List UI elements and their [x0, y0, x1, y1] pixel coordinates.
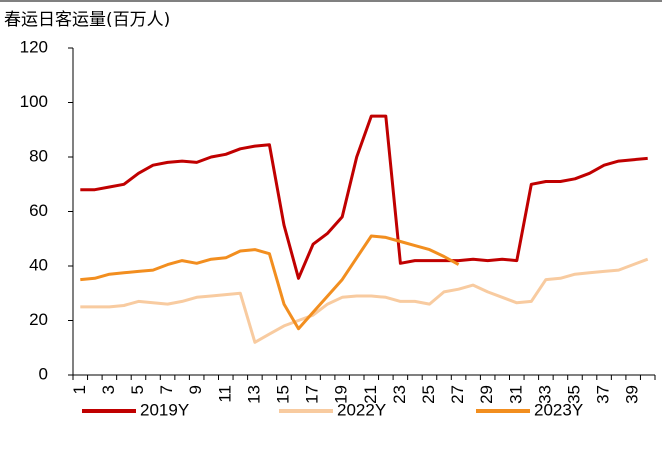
y-tick-label: 0 [39, 364, 48, 383]
y-tick-label: 120 [20, 37, 48, 56]
x-tick-label: 13 [244, 385, 263, 404]
x-tick-label: 5 [128, 385, 147, 394]
series-line [80, 257, 649, 344]
x-tick-label: 25 [419, 385, 438, 404]
x-tick-label: 35 [564, 385, 583, 404]
x-tick-label: 23 [390, 385, 409, 404]
series-line [80, 234, 460, 331]
x-tick-label: 11 [215, 385, 234, 403]
x-tick-label: 39 [623, 385, 642, 404]
x-tick-label: 9 [186, 385, 205, 394]
x-tick-label: 7 [157, 385, 176, 394]
y-tick-label: 40 [29, 255, 48, 274]
x-tick-label: 17 [303, 385, 322, 404]
y-tick-label: 80 [29, 146, 48, 165]
x-tick-label: 21 [361, 385, 380, 404]
x-tick-label: 15 [273, 385, 292, 404]
chart-title: 春运日客运量(百万人) [4, 10, 170, 30]
y-tick-label: 100 [20, 92, 48, 111]
legend-label: 2023Y [534, 400, 583, 419]
series-line [80, 114, 648, 280]
legend-label: 2019Y [140, 400, 189, 419]
x-tick-label: 29 [477, 385, 496, 404]
y-tick-label: 60 [29, 201, 48, 220]
x-tick-label: 1 [70, 385, 89, 394]
x-tick-label: 31 [506, 385, 525, 404]
x-tick-label: 37 [594, 385, 613, 404]
x-tick-label: 33 [535, 385, 554, 404]
x-tick-label: 27 [448, 385, 467, 404]
x-tick-label: 19 [332, 385, 351, 404]
y-tick-label: 20 [29, 310, 48, 329]
legend-label: 2022Y [337, 400, 386, 419]
x-tick-label: 3 [99, 385, 118, 394]
